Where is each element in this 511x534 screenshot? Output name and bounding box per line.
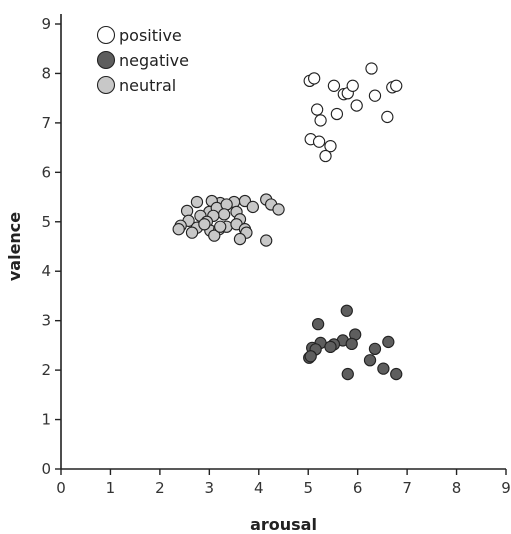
x-tick-label: 9 bbox=[501, 479, 511, 497]
x-tick-label: 2 bbox=[155, 479, 165, 497]
legend-marker-neutral bbox=[96, 75, 116, 95]
y-tick-label: 6 bbox=[41, 163, 51, 181]
x-tick-label: 0 bbox=[56, 479, 66, 497]
legend-marker-positive bbox=[96, 25, 116, 45]
data-point-negative bbox=[340, 304, 353, 317]
data-point-positive bbox=[365, 62, 378, 75]
data-point-negative bbox=[368, 342, 382, 355]
data-point-positive bbox=[381, 110, 394, 124]
data-point-negative bbox=[382, 335, 395, 349]
x-tick-label: 4 bbox=[254, 479, 264, 497]
data-point-positive bbox=[346, 79, 359, 92]
y-tick-label: 9 bbox=[41, 15, 51, 33]
data-point-negative bbox=[390, 367, 403, 381]
y-tick-label: 1 bbox=[41, 411, 51, 429]
y-tick-label: 3 bbox=[41, 312, 51, 330]
data-point-neutral bbox=[214, 220, 227, 233]
data-point-negative bbox=[377, 362, 390, 375]
data-point-neutral bbox=[180, 204, 194, 218]
x-tick-label: 6 bbox=[353, 479, 363, 497]
data-point-neutral bbox=[246, 200, 259, 214]
legend-label-positive: positive bbox=[119, 26, 182, 45]
x-tick-label: 7 bbox=[402, 479, 412, 497]
data-point-positive bbox=[327, 79, 341, 92]
legend-marker-negative bbox=[96, 50, 116, 70]
y-tick-label: 5 bbox=[41, 213, 51, 231]
data-point-negative bbox=[345, 337, 358, 351]
data-point-negative bbox=[363, 354, 377, 367]
data-point-negative bbox=[304, 350, 317, 363]
y-axis-label: valence bbox=[5, 212, 24, 281]
data-point-positive bbox=[390, 79, 403, 92]
data-point-neutral bbox=[208, 229, 221, 242]
data-point-neutral bbox=[198, 218, 211, 231]
data-point-neutral bbox=[218, 208, 231, 221]
y-tick-label: 7 bbox=[41, 114, 51, 132]
data-point-positive bbox=[310, 103, 324, 116]
y-tick-label: 8 bbox=[41, 64, 51, 82]
y-tick-label: 4 bbox=[41, 262, 51, 280]
axes: 0 1 2 3 4 5 6 7 8 9 0 1 2 3 4 5 6 7 8 9 bbox=[41, 14, 511, 497]
x-tick-label: 3 bbox=[205, 479, 215, 497]
data-point-positive bbox=[314, 114, 327, 127]
x-axis-label: arousal bbox=[250, 515, 317, 534]
data-point-positive bbox=[319, 149, 332, 163]
data-point-positive bbox=[368, 89, 382, 102]
x-tick-label: 8 bbox=[452, 479, 462, 497]
data-point-positive bbox=[324, 139, 337, 153]
x-tick-label: 1 bbox=[106, 479, 116, 497]
data-point-positive bbox=[308, 72, 321, 85]
data-point-neutral bbox=[172, 223, 185, 236]
y-tick-label: 2 bbox=[41, 361, 51, 379]
plot-area bbox=[172, 62, 403, 381]
data-point-neutral bbox=[233, 232, 247, 246]
y-tick-label: 0 bbox=[41, 460, 51, 478]
data-point-neutral bbox=[185, 226, 199, 239]
legend-label-neutral: neutral bbox=[119, 76, 176, 95]
legend: positive negative neutral bbox=[96, 25, 189, 95]
legend-label-negative: negative bbox=[119, 51, 189, 70]
data-point-neutral bbox=[260, 234, 273, 247]
data-point-positive bbox=[312, 135, 326, 148]
data-point-negative bbox=[311, 317, 325, 331]
data-point-neutral bbox=[190, 195, 204, 209]
x-tick-label: 5 bbox=[303, 479, 313, 497]
data-point-negative bbox=[324, 340, 337, 354]
data-point-negative bbox=[341, 367, 354, 381]
data-point-neutral bbox=[272, 203, 285, 216]
data-point-positive bbox=[330, 107, 344, 121]
data-point-positive bbox=[350, 99, 363, 112]
